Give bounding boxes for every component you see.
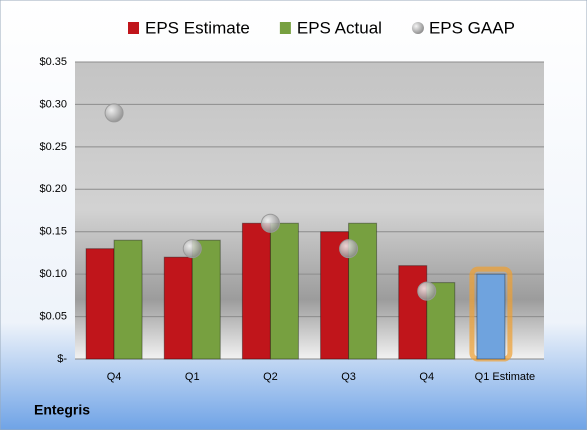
y-tick-label: $0.20	[39, 183, 67, 195]
legend-marker	[279, 22, 291, 34]
bar	[320, 231, 350, 360]
plot-area	[75, 62, 544, 359]
y-tick-label: $0.35	[39, 56, 67, 68]
x-tick-label: Q4	[107, 371, 122, 383]
y-tick-label: $0.15	[39, 226, 67, 238]
bar	[191, 239, 221, 360]
x-tick-label: Q1	[185, 371, 200, 383]
bar	[241, 222, 271, 360]
y-tick-label: $0.25	[39, 141, 67, 153]
chart-title: Entegris	[34, 402, 90, 418]
gaap-bubble	[417, 281, 437, 301]
y-tick-label: $0.10	[39, 268, 67, 280]
legend-label: EPS GAAP	[429, 18, 515, 37]
y-tick-label: $0.30	[39, 98, 67, 110]
bar	[269, 222, 299, 360]
bar	[113, 239, 143, 360]
legend-marker	[411, 22, 424, 34]
gaap-bubble	[104, 103, 124, 123]
gaap-bubble	[182, 239, 202, 259]
gaap-bubble	[260, 213, 280, 233]
x-tick-label: Q4	[419, 371, 434, 383]
x-tick-label: Q1 Estimate	[475, 371, 536, 383]
legend-label: EPS Estimate	[145, 18, 250, 37]
y-tick-label: $-	[57, 353, 67, 365]
legend-label: EPS Actual	[297, 18, 382, 37]
bar	[398, 265, 428, 360]
x-tick-label: Q2	[263, 371, 278, 383]
gaap-bubble	[339, 239, 359, 259]
x-tick-label: Q3	[341, 371, 356, 383]
bar	[163, 256, 193, 360]
bar	[85, 248, 115, 360]
y-tick-label: $0.05	[39, 310, 67, 322]
bar	[476, 273, 506, 360]
legend-marker	[128, 22, 139, 34]
